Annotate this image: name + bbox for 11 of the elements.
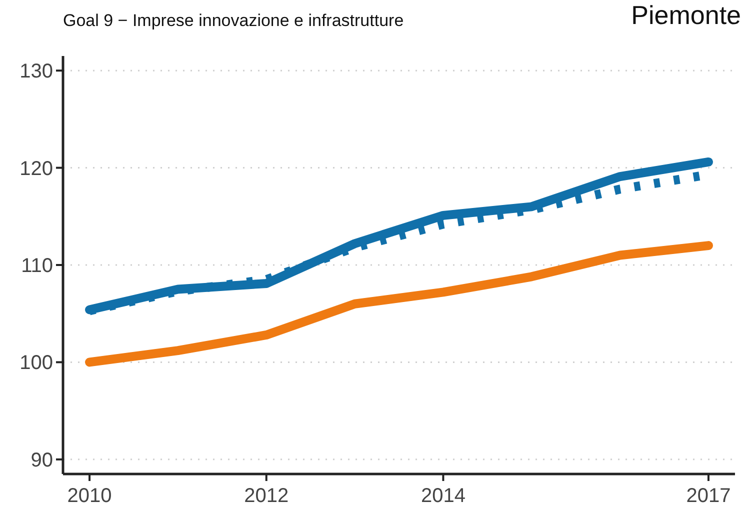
chart-subtitle: Goal 9 − Imprese innovazione e infrastrutture bbox=[63, 11, 404, 30]
x-tick-label: 2014 bbox=[420, 485, 466, 507]
x-tick-label: 2010 bbox=[67, 485, 112, 507]
y-tick-label: 100 bbox=[20, 352, 53, 374]
y-tick-label: 120 bbox=[20, 158, 53, 180]
y-tick-label: 130 bbox=[20, 60, 53, 83]
x-tick-label: 2012 bbox=[244, 485, 289, 507]
y-tick-label: 90 bbox=[30, 449, 53, 472]
chart-title: Piemonte bbox=[631, 0, 741, 30]
y-tick-label: 110 bbox=[21, 255, 53, 277]
x-tick-label: 2017 bbox=[686, 485, 731, 507]
